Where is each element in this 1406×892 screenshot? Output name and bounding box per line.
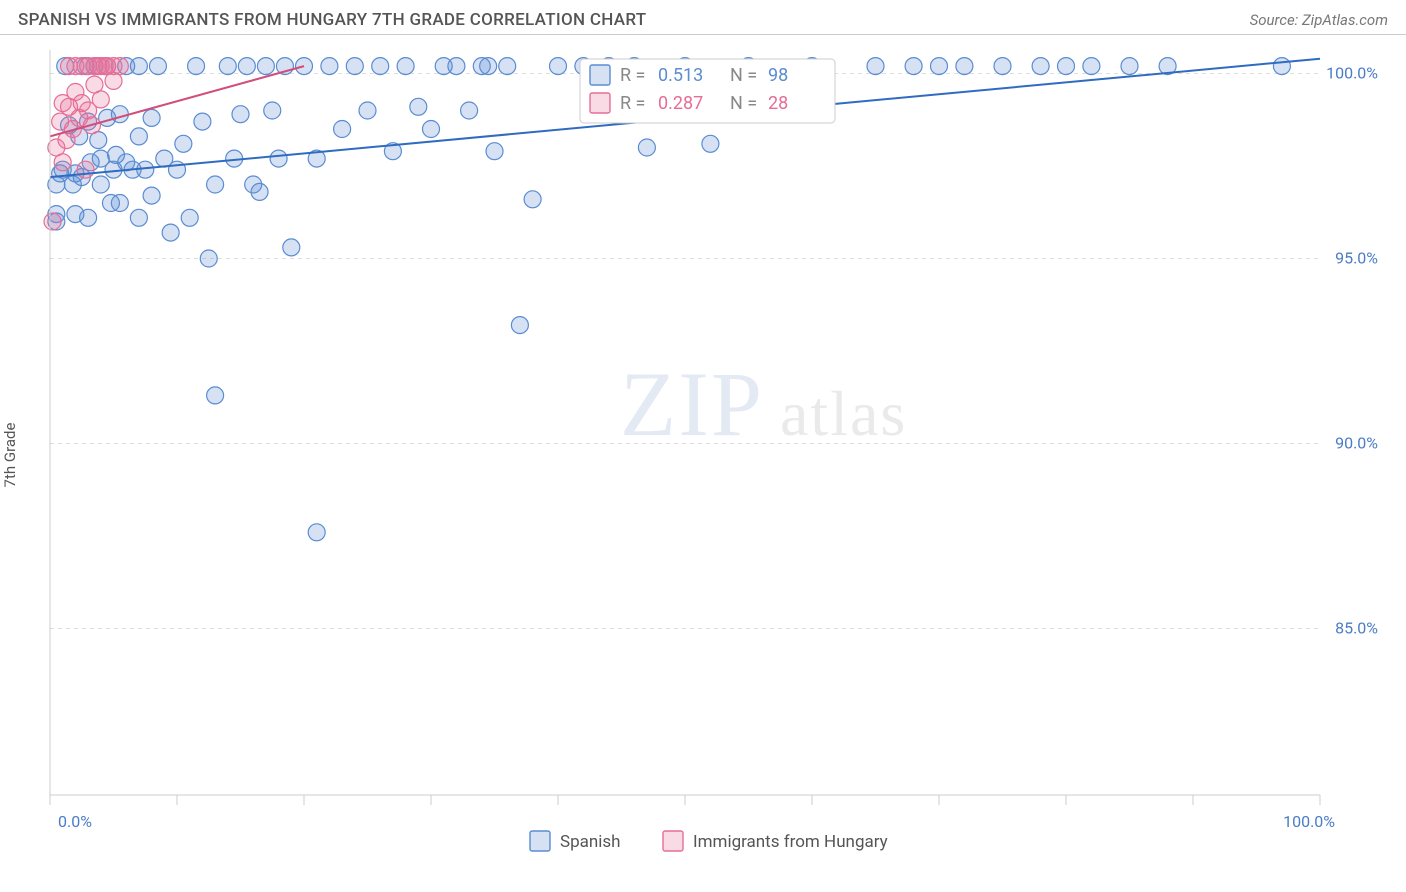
- data-point: [321, 58, 338, 75]
- watermark: ZIP: [620, 353, 764, 455]
- data-point: [410, 98, 427, 115]
- data-point: [296, 58, 313, 75]
- data-point: [143, 109, 160, 126]
- y-tick-label: 95.0%: [1335, 249, 1378, 268]
- data-point: [905, 58, 922, 75]
- data-point: [80, 209, 97, 226]
- y-tick-label: 85.0%: [1335, 619, 1378, 638]
- data-point: [524, 191, 541, 208]
- x-tick-label: 0.0%: [58, 812, 92, 831]
- data-point: [194, 113, 211, 130]
- data-point: [219, 58, 236, 75]
- data-point: [111, 58, 128, 75]
- data-point: [162, 224, 179, 241]
- data-point: [238, 58, 255, 75]
- data-point: [448, 58, 465, 75]
- x-tick-label: 100.0%: [1283, 812, 1335, 831]
- chart-source: Source: ZipAtlas.com: [1250, 11, 1388, 29]
- data-point: [423, 121, 440, 138]
- data-point: [130, 128, 147, 145]
- legend-series-label: Spanish: [560, 832, 621, 852]
- legend-r-label: R =: [620, 93, 645, 114]
- data-point: [308, 524, 325, 541]
- data-point: [956, 58, 973, 75]
- legend-inset: [580, 59, 835, 123]
- y-tick-label: 100.0%: [1326, 64, 1378, 83]
- chart-header: SPANISH VS IMMIGRANTS FROM HUNGARY 7TH G…: [0, 0, 1406, 34]
- chart-title: SPANISH VS IMMIGRANTS FROM HUNGARY 7TH G…: [18, 10, 646, 30]
- data-point: [1032, 58, 1049, 75]
- data-point: [207, 387, 224, 404]
- legend-r-label: R =: [620, 65, 645, 86]
- y-tick-label: 90.0%: [1335, 434, 1378, 453]
- legend-swatch: [590, 65, 610, 85]
- legend-series-label: Immigrants from Hungary: [693, 832, 888, 852]
- data-point: [372, 58, 389, 75]
- watermark: atlas: [780, 378, 907, 449]
- data-point: [359, 102, 376, 119]
- data-point: [143, 187, 160, 204]
- data-point: [149, 58, 166, 75]
- legend-swatch: [663, 831, 683, 851]
- data-point: [486, 143, 503, 160]
- y-axis-label: 7th Grade: [1, 423, 19, 488]
- data-point: [638, 139, 655, 156]
- data-point: [188, 58, 205, 75]
- data-point: [251, 183, 268, 200]
- data-point: [92, 176, 109, 193]
- data-point: [867, 58, 884, 75]
- data-point: [480, 58, 497, 75]
- data-point: [461, 102, 478, 119]
- data-point: [702, 135, 719, 152]
- data-point: [1083, 58, 1100, 75]
- data-point: [200, 250, 217, 267]
- data-point: [346, 58, 363, 75]
- data-point: [130, 209, 147, 226]
- legend-n-label: N =: [730, 93, 757, 114]
- data-point: [130, 58, 147, 75]
- data-point: [175, 135, 192, 152]
- legend-r-value: 0.287: [658, 93, 703, 114]
- legend-n-label: N =: [730, 65, 757, 86]
- data-point: [77, 161, 94, 178]
- legend-swatch: [590, 93, 610, 113]
- data-point: [994, 58, 1011, 75]
- data-point: [44, 213, 61, 230]
- data-point: [270, 150, 287, 167]
- data-point: [1273, 58, 1290, 75]
- data-point: [92, 91, 109, 108]
- data-point: [334, 121, 351, 138]
- data-point: [511, 317, 528, 334]
- data-point: [232, 106, 249, 123]
- data-point: [54, 154, 71, 171]
- data-point: [283, 239, 300, 256]
- legend-swatch: [530, 831, 550, 851]
- data-point: [931, 58, 948, 75]
- legend-n-value: 28: [768, 93, 788, 114]
- data-point: [1121, 58, 1138, 75]
- data-point: [111, 106, 128, 123]
- data-point: [499, 58, 516, 75]
- legend-n-value: 98: [768, 65, 788, 86]
- data-point: [181, 209, 198, 226]
- data-point: [111, 195, 128, 212]
- data-point: [207, 176, 224, 193]
- data-point: [397, 58, 414, 75]
- data-point: [1058, 58, 1075, 75]
- data-point: [550, 58, 567, 75]
- chart-area: 7th Grade 85.0% 90.0% 95.0% 100.0% ZIPatlas 0…: [0, 35, 1406, 875]
- data-point: [264, 102, 281, 119]
- legend-r-value: 0.513: [658, 65, 703, 86]
- data-point: [257, 58, 274, 75]
- scatter-plot: 85.0% 90.0% 95.0% 100.0% ZIPatlas 0.0% 100.0% R…: [40, 35, 1390, 875]
